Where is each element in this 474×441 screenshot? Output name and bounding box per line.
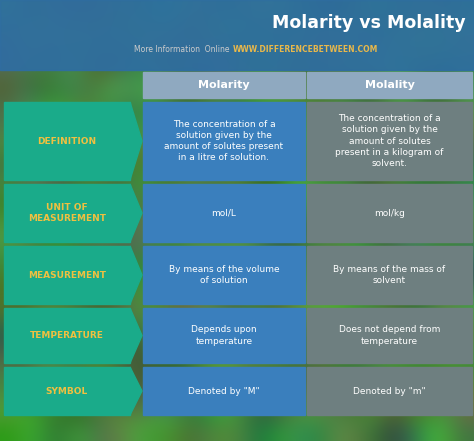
Bar xyxy=(143,308,305,363)
Text: Denoted by "M": Denoted by "M" xyxy=(188,386,260,396)
Polygon shape xyxy=(130,246,142,304)
Bar xyxy=(4,184,130,242)
Bar xyxy=(307,102,472,180)
Bar xyxy=(307,367,472,415)
Text: Depends upon
temperature: Depends upon temperature xyxy=(191,325,257,346)
Text: Denoted by "m": Denoted by "m" xyxy=(353,386,426,396)
Text: Molality: Molality xyxy=(365,80,414,90)
Text: The concentration of a
solution given by the
amount of solutes
present in a kilo: The concentration of a solution given by… xyxy=(335,114,444,168)
Bar xyxy=(307,246,472,304)
Text: Molarity: Molarity xyxy=(198,80,250,90)
Bar xyxy=(143,102,305,180)
Polygon shape xyxy=(130,308,142,363)
Bar xyxy=(307,184,472,242)
Polygon shape xyxy=(130,184,142,242)
Text: WWW.DIFFERENCEBETWEEN.COM: WWW.DIFFERENCEBETWEEN.COM xyxy=(233,45,378,54)
Text: By means of the mass of
solvent: By means of the mass of solvent xyxy=(333,265,446,285)
Bar xyxy=(143,367,305,415)
Text: TEMPERATURE: TEMPERATURE xyxy=(30,331,104,340)
Text: UNIT OF
MEASUREMENT: UNIT OF MEASUREMENT xyxy=(28,203,106,223)
Text: Does not depend from
temperature: Does not depend from temperature xyxy=(339,325,440,346)
Polygon shape xyxy=(130,102,142,180)
Bar xyxy=(307,308,472,363)
Bar xyxy=(143,246,305,304)
Bar xyxy=(143,184,305,242)
Text: More Information  Online: More Information Online xyxy=(135,45,230,54)
Text: MEASUREMENT: MEASUREMENT xyxy=(28,270,106,280)
Text: mol/L: mol/L xyxy=(211,209,237,217)
Text: By means of the volume
of solution: By means of the volume of solution xyxy=(169,265,279,285)
Text: The concentration of a
solution given by the
amount of solutes present
in a litr: The concentration of a solution given by… xyxy=(164,120,283,162)
Bar xyxy=(143,72,305,98)
Bar xyxy=(4,246,130,304)
Polygon shape xyxy=(130,367,142,415)
Bar xyxy=(0,0,474,70)
Bar xyxy=(4,102,130,180)
Bar xyxy=(307,72,472,98)
Text: mol/kg: mol/kg xyxy=(374,209,405,217)
Bar xyxy=(4,367,130,415)
Text: Molarity vs Molality: Molarity vs Molality xyxy=(273,14,466,32)
Text: SYMBOL: SYMBOL xyxy=(46,386,88,396)
Text: DEFINITION: DEFINITION xyxy=(37,137,97,146)
Bar xyxy=(4,308,130,363)
